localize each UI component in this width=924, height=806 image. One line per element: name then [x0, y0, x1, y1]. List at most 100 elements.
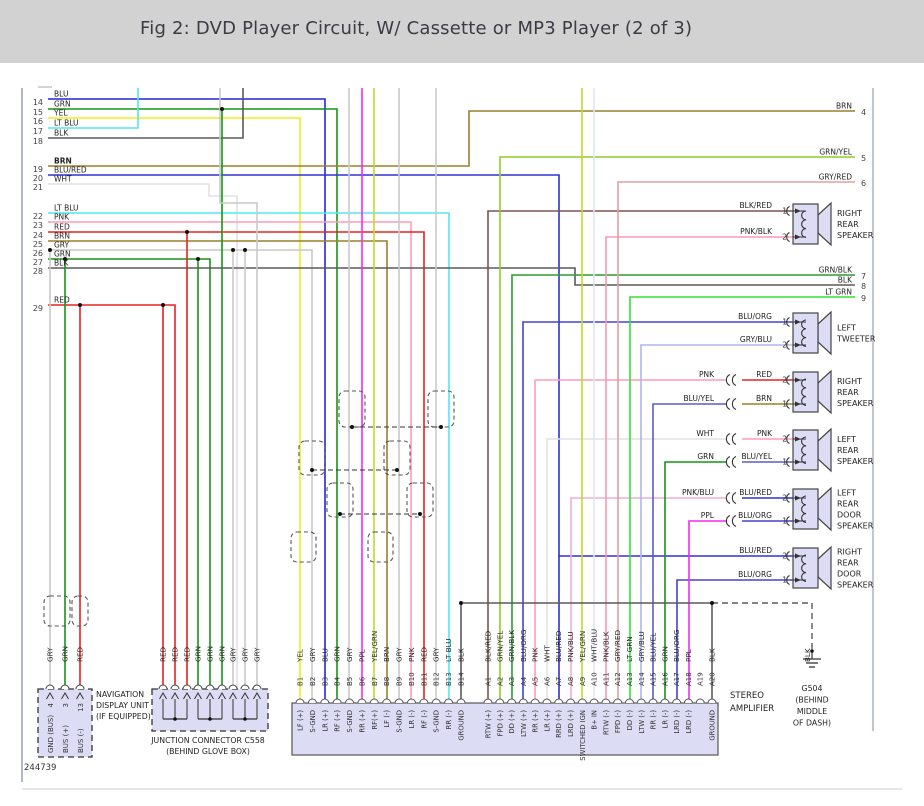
wire-blk [712, 602, 813, 650]
speaker-body [792, 488, 819, 530]
wire-gry-red [617, 181, 855, 703]
wire-pnk [534, 379, 727, 703]
terminal-arrow-icon [795, 553, 801, 559]
pin-arc-icon [240, 684, 250, 690]
wire-gry [48, 249, 313, 703]
right-pin-label: GRY/RED [819, 173, 853, 182]
wire-color-label: BLU/RED [739, 488, 772, 497]
speaker-name: DOOR [837, 570, 862, 579]
wire-color-label: PNK/BLK [740, 227, 773, 236]
inline-connector-icon [725, 373, 731, 387]
speaker-name: SPEAKER [837, 399, 874, 408]
junction-wire-color: GRY [241, 647, 250, 662]
amp-pin-function: RTW (-) [602, 710, 610, 735]
speaker-name: RIGHT [837, 548, 862, 557]
junction-dot [196, 257, 200, 261]
pin-arrow-icon [61, 692, 69, 700]
amp-pin-function: LR (+) [543, 710, 551, 732]
speaker-right-rear-speaker: 2 PNK RED 1 BLU/YEL BRN RIGHT REAR SPEAKER [684, 369, 874, 415]
junction-wire-color: GRN [218, 646, 227, 662]
amp-wire-color: GRY [432, 647, 441, 662]
left-pin-number: 25 [33, 240, 43, 249]
junction-wire-color: GRY [229, 647, 238, 662]
wire-red [48, 304, 176, 689]
amp-pin-id: B11 [420, 672, 428, 686]
amp-pin-function: LF (+) [297, 710, 305, 731]
terminal-pin-number: 2 [782, 494, 787, 503]
amp-wire-color: BLU/RED [554, 630, 563, 662]
wire-color-label: BRN [756, 394, 772, 403]
speaker-coil-icon [801, 319, 807, 347]
speaker-name: RIGHT [837, 209, 862, 218]
amp-pin-id: A15 [650, 672, 658, 686]
figure-number: 244739 [24, 763, 57, 773]
amp-wire-color: LT BLU [444, 638, 453, 662]
amp-pin-id: A17 [673, 672, 681, 686]
amp-wire-color: GRY [308, 647, 317, 662]
pin-arc-icon [695, 698, 705, 704]
amp-wire-color: GRY [395, 647, 404, 662]
amp-pin-id: B10 [408, 672, 416, 686]
amp-pin-id: A1 [485, 677, 493, 686]
terminal-pin-number: 2 [782, 435, 787, 444]
amp-wire-color: BRN [382, 647, 391, 662]
wire-color-label: RED [756, 370, 772, 379]
shield-symbol [427, 390, 455, 428]
pin-arc-icon [382, 698, 392, 704]
wire-lt-blu [48, 212, 450, 703]
terminal-arc-icon [786, 399, 790, 409]
amp-pin-id: A7 [555, 677, 563, 686]
amp-pin-function: LTW (-) [638, 710, 646, 734]
ground-label: G504 [802, 684, 823, 693]
amp-wire-color: GRY/BLU [637, 631, 646, 662]
amp-pin-id: A9 [579, 677, 587, 686]
pin-arrow-icon [183, 692, 191, 700]
nav-unit-title: NAVIGATION [96, 690, 144, 699]
amp-pin-function: B+ IN [591, 710, 599, 730]
amp-wire-color: YEL/GRN [370, 631, 379, 663]
speaker-name: SPEAKER [837, 581, 874, 590]
left-pin-number: 18 [33, 137, 43, 146]
speaker-name: DOOR [837, 511, 862, 520]
speaker-cone-icon [817, 201, 832, 247]
pin-arc-icon [495, 698, 505, 704]
amp-pin-id: A11 [602, 672, 610, 686]
speaker-name: REAR [837, 220, 859, 229]
terminal-arrow-icon [795, 319, 801, 325]
ground-label: MIDDLE [797, 707, 827, 716]
shield-symbol [326, 482, 354, 518]
amp-wire-color: BLU/YEL [649, 633, 658, 662]
shield-dot [439, 425, 443, 429]
amp-wire-color: BLK/RED [484, 630, 493, 662]
amp-pin-function: S-GND [396, 710, 404, 733]
terminal-pin-number: 2 [782, 552, 787, 561]
speaker-name: SPEAKER [837, 457, 874, 466]
left-pin-label: BRN [54, 157, 72, 166]
terminal-arrow-icon [795, 436, 801, 442]
left-pin-number: 14 [33, 98, 43, 107]
left-pin-label: GRN [54, 100, 71, 109]
amp-pin-id: A19 [697, 672, 705, 686]
amp-wire-color: BLU [320, 648, 329, 662]
wire-color-label: BLU/YEL [742, 452, 773, 461]
wire-color-label: WHT [696, 429, 714, 438]
terminal-pin-number: 1 [782, 318, 787, 327]
amp-pin-function: RR (+) [532, 710, 540, 733]
amp-pin-function: FPD (-) [614, 710, 622, 734]
pin-arrow-icon [229, 692, 237, 700]
page-title: Fig 2: DVD Player Circuit, W/ Cassette o… [140, 18, 693, 39]
right-pin-label: BRN [836, 102, 852, 111]
wire-blk [48, 88, 244, 139]
inline-connector-icon [725, 514, 731, 528]
wire-blu-red [558, 555, 793, 703]
terminal-arc-icon [786, 232, 790, 242]
speaker-name: REAR [837, 559, 859, 568]
speaker-body [792, 371, 819, 413]
right-pin-number: 6 [861, 179, 866, 188]
speaker-right-rear-speaker: 1 BLK/RED 2 PNK/BLK RIGHT REAR SPEAKER [740, 201, 874, 247]
pin-arc-icon [217, 684, 227, 690]
pin-arc-icon [613, 698, 623, 704]
nav-unit-title: (IF EQUIPPED) [96, 712, 151, 721]
speaker-name: LEFT [837, 489, 856, 498]
